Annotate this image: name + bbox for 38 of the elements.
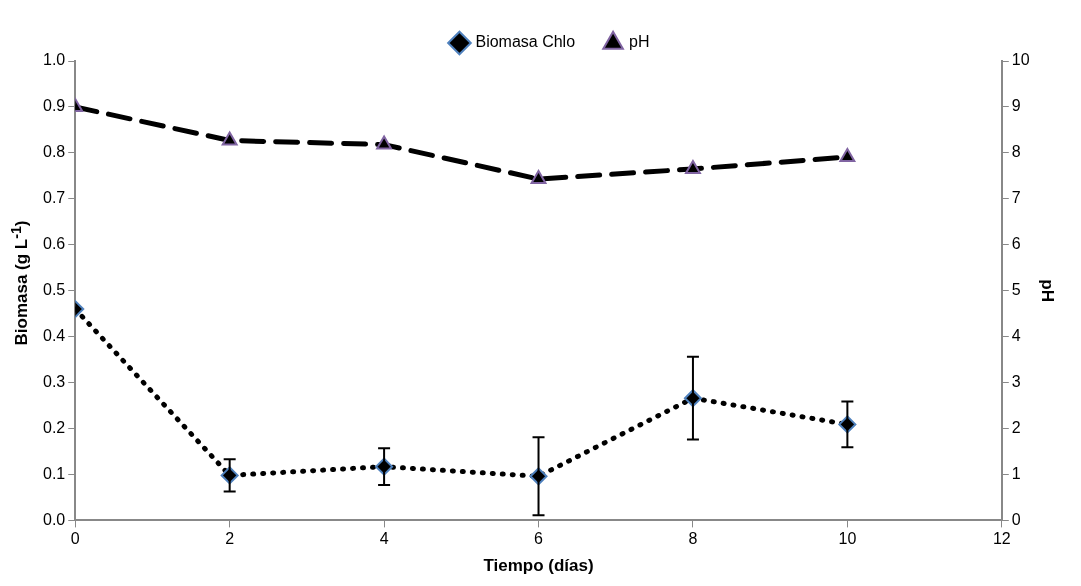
y-tick-label: 0.8 [42,143,66,161]
x-tick-label: 2 [225,530,235,548]
y2-tick-label: 4 [1011,327,1021,345]
y-tick-label: 0.3 [42,372,66,390]
x-tick-label: 0 [70,530,80,548]
x-tick-label: 8 [688,530,698,548]
y-tick-label: 0.0 [42,510,66,528]
point [376,135,393,150]
y2-tick-label: 1 [1011,464,1021,482]
y-tick-label: 0.7 [42,189,66,207]
y2-tick-label: 5 [1011,281,1021,299]
y2-tick-label: 6 [1011,235,1021,253]
y-tick-label: 0.5 [42,281,66,299]
x-axis-title: Tiempo (días) [483,556,594,576]
y-tick-label: 1.0 [42,51,66,69]
y-tick-label: 0.6 [42,235,66,253]
y2-tick-label: 7 [1011,189,1021,207]
y-tick-label: 0.2 [42,418,66,436]
y-tick-label: 0.9 [42,97,66,115]
y-tick-label: 0.1 [42,464,66,482]
legend-label: pH [629,33,650,51]
x-tick-label: 6 [534,530,544,548]
y2-tick-label: 0 [1011,510,1021,528]
y2-tick-label: 8 [1011,143,1021,161]
point [685,159,701,174]
x-tick-label: 10 [838,530,857,548]
point [530,170,547,185]
y-tick-label: 0.4 [42,327,66,345]
y2-axis-title: pH [1038,279,1058,303]
y2-tick-label: 2 [1011,418,1021,436]
x-tick-label: 12 [992,530,1011,548]
point [221,131,238,146]
y2-tick-label: 9 [1011,97,1021,115]
y2-tick-label: 3 [1011,372,1021,390]
x-tick-label: 4 [379,530,389,548]
legend-label: Biomasa Chlo [475,33,576,51]
point [839,148,856,163]
y2-tick-label: 10 [1011,51,1030,69]
